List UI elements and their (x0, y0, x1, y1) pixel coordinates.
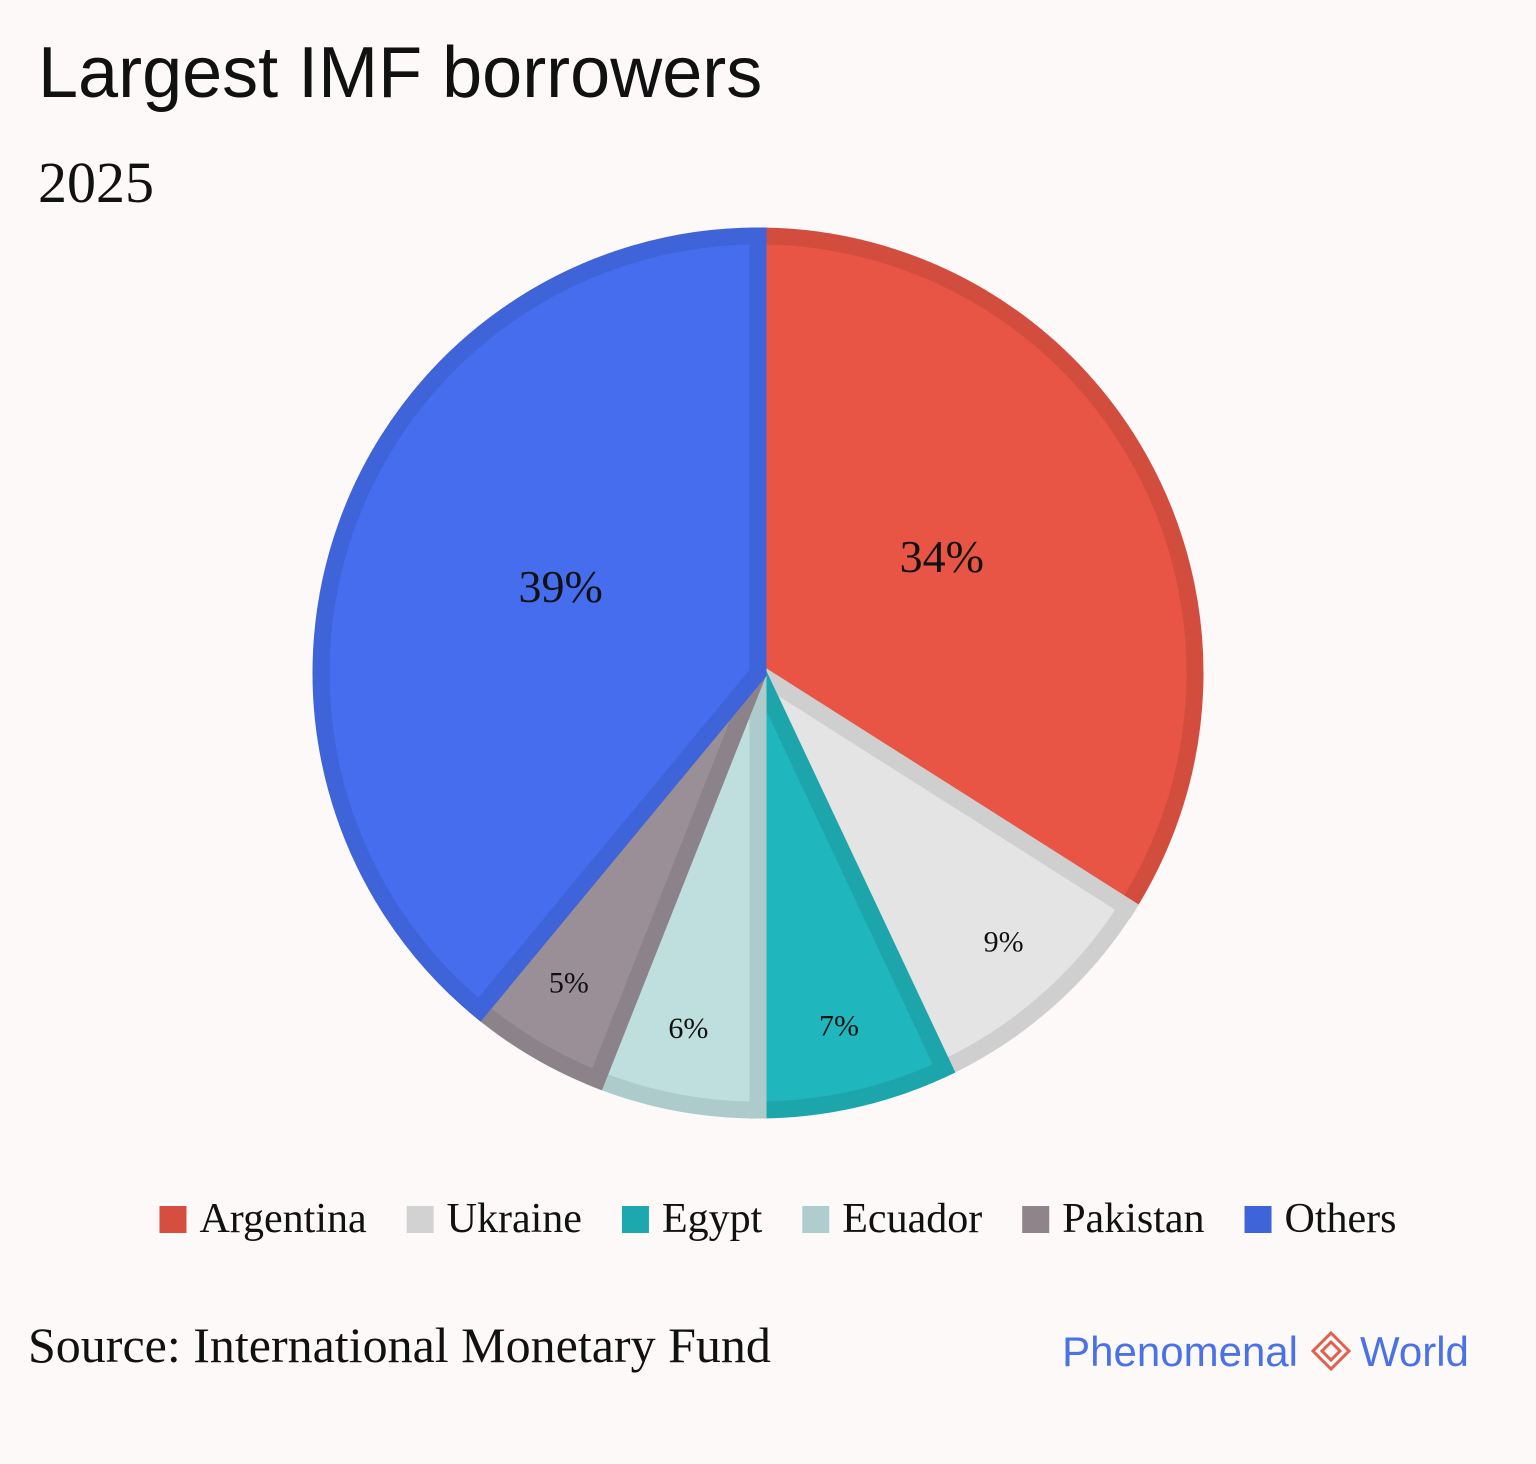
data-label: 39% (518, 561, 602, 612)
legend-swatch (406, 1206, 434, 1233)
chart-subtitle: 2025 (38, 150, 154, 215)
legend-label: Pakistan (1062, 1196, 1204, 1242)
pie-slice (312, 227, 767, 1022)
chart-title: Largest IMF borrowers (38, 33, 762, 113)
legend-swatch (1244, 1206, 1272, 1233)
legend-label: Ukraine (447, 1196, 582, 1242)
pie: 34% 9% 7% 6% 5% 39% (312, 227, 1204, 1119)
logo-right: World (1360, 1328, 1469, 1375)
data-label: 34% (900, 531, 984, 582)
logo-diamond-outer (1310, 1330, 1352, 1372)
legend-label: Egypt (662, 1196, 763, 1242)
pie-slice (737, 650, 1139, 1080)
logo-left: Phenomenal (1062, 1328, 1298, 1375)
legend-swatch (621, 1206, 649, 1233)
legend-label: Ecuador (842, 1196, 982, 1242)
legend: Argentina Ukraine Egypt Ecuador Pakistan Othe… (159, 1196, 1397, 1242)
data-label: 9% (984, 926, 1024, 959)
legend-swatch (159, 1206, 187, 1233)
legend-swatch (802, 1206, 830, 1233)
legend-label: Argentina (199, 1196, 367, 1242)
data-label: 6% (668, 1012, 708, 1045)
legend-swatch (1022, 1206, 1050, 1233)
pie-slice (749, 669, 956, 1119)
data-label: 5% (549, 967, 589, 1000)
logo-mark (1310, 1330, 1352, 1372)
data-label: 7% (819, 1010, 859, 1043)
source: Source: International Monetary Fund (28, 1317, 771, 1373)
legend-label: Others (1285, 1196, 1397, 1242)
logo-diamond-inner (1319, 1339, 1343, 1363)
